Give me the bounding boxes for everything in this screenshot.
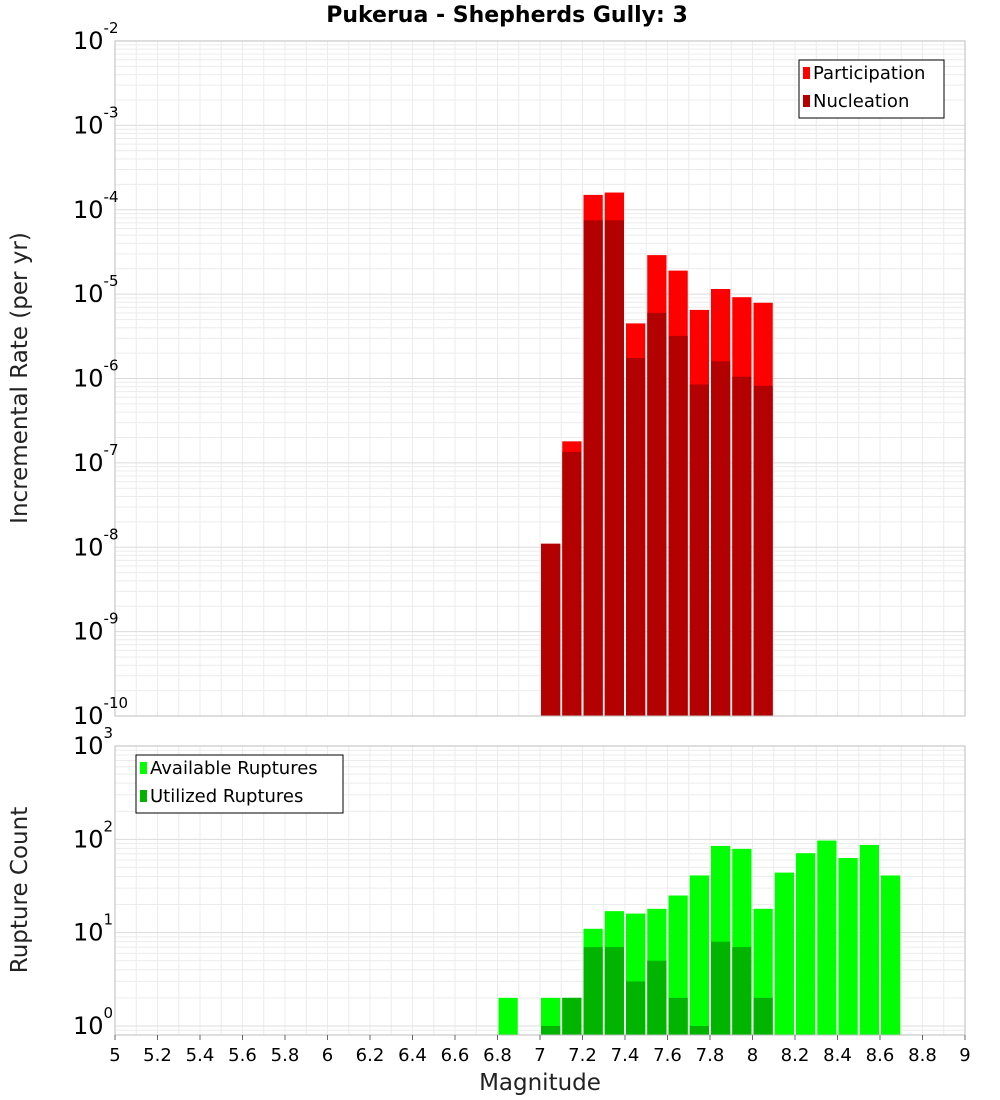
bar — [689, 384, 709, 716]
y-tick-label: 10-7 — [73, 441, 119, 477]
y-tick-label: 10-3 — [73, 103, 119, 139]
plot-border — [114, 40, 966, 717]
x-tick-label: 9 — [959, 1045, 970, 1066]
y-tick-label: 10-6 — [73, 357, 119, 393]
bar — [753, 385, 773, 716]
bar — [859, 844, 879, 1035]
legend-box — [135, 754, 344, 814]
bar — [647, 312, 667, 716]
x-tick-label: 8.6 — [866, 1045, 895, 1066]
legend: Available Ruptures Utilized Ruptures — [135, 754, 344, 814]
y-tick-labels: 100 101 102 103 — [73, 724, 113, 1040]
y-tick-label: 103 — [73, 724, 113, 760]
bar — [541, 997, 561, 1035]
x-tick-label: 8.2 — [781, 1045, 810, 1066]
x-tick-label: 8.4 — [823, 1045, 852, 1066]
x-tick-label: 7.8 — [696, 1045, 725, 1066]
x-tick-label: 8 — [747, 1045, 758, 1066]
bar — [774, 872, 794, 1035]
bar — [732, 947, 752, 1035]
count-panel: 100 101 102 103 Rupture Count Available Ruptu… — [7, 724, 966, 1040]
series-nucleation — [541, 220, 773, 717]
bar — [732, 376, 752, 716]
bar — [583, 220, 603, 717]
bar — [626, 357, 646, 716]
bar — [689, 1025, 709, 1035]
y-tick-label: 10-8 — [73, 525, 119, 561]
bar — [711, 361, 731, 716]
bar — [604, 220, 624, 717]
y-axis-label: Incremental Rate (per yr) — [7, 232, 33, 524]
x-tick-label: 5.6 — [228, 1045, 257, 1066]
y-tick-label: 10-9 — [73, 610, 119, 646]
legend-entry: Available Ruptures — [150, 758, 318, 779]
y-tick-labels: 10-10 10-9 10-8 10-7 10-6 10-5 10-4 10-3 10-2 — [73, 19, 128, 730]
y-tick-label: 10-4 — [73, 188, 119, 224]
y-tick-label: 10-2 — [73, 19, 119, 55]
y-axis-label: Rupture Count — [7, 807, 33, 973]
x-tick-label: 7 — [534, 1045, 545, 1066]
rate-panel: 10-10 10-9 10-8 10-7 10-6 10-5 10-4 10-3 10-2 Inc… — [7, 19, 966, 730]
bar — [668, 997, 688, 1035]
bar — [838, 858, 858, 1035]
x-tick-label: 5.2 — [143, 1045, 172, 1066]
series-utilized-ruptures — [541, 941, 773, 1035]
bar — [498, 997, 518, 1035]
x-tick-label: 6.8 — [483, 1045, 512, 1066]
x-tick-label: 7.2 — [568, 1045, 597, 1066]
x-tick-label: 8.8 — [908, 1045, 937, 1066]
chart-title: Pukerua - Shepherds Gully: 3 — [326, 3, 688, 28]
bar — [753, 997, 773, 1035]
x-tick-label: 7.6 — [653, 1045, 682, 1066]
bar — [647, 960, 667, 1035]
y-tick-label: 10-5 — [73, 272, 119, 308]
bar — [583, 947, 603, 1035]
bar — [541, 1025, 561, 1035]
x-axis-label: Magnitude — [479, 1070, 601, 1096]
bar — [668, 335, 688, 716]
x-tick-label: 6.6 — [441, 1045, 470, 1066]
x-tick-label: 6.4 — [398, 1045, 427, 1066]
y-tick-label: 100 — [73, 1004, 113, 1040]
legend-entry: Participation — [813, 63, 925, 84]
legend-swatch — [140, 762, 147, 774]
bar — [541, 543, 561, 716]
bar — [562, 451, 582, 716]
legend-entry: Nucleation — [813, 91, 909, 112]
legend: Participation Nucleation — [798, 59, 945, 119]
bar — [604, 947, 624, 1035]
bar — [562, 997, 582, 1035]
legend-swatch — [803, 67, 810, 79]
bar — [796, 853, 816, 1035]
grid — [114, 40, 966, 717]
x-tick-label: 5 — [109, 1045, 120, 1066]
x-tick-label: 7.4 — [611, 1045, 640, 1066]
y-tick-label: 10-10 — [73, 694, 128, 730]
x-tick-label: 5.8 — [271, 1045, 300, 1066]
legend-entry: Utilized Ruptures — [150, 786, 303, 807]
legend-swatch — [803, 95, 810, 107]
x-tick-label: 5.4 — [186, 1045, 215, 1066]
x-tick-label: 6 — [322, 1045, 333, 1066]
y-tick-label: 102 — [73, 817, 113, 853]
legend-box — [798, 59, 945, 119]
bar — [817, 840, 837, 1035]
x-axis: 5 5.2 5.4 5.6 5.8 6 6.2 6.4 6.6 6.8 7 7.2 7.4 7.6 7.8 8… — [109, 1035, 971, 1066]
y-tick-label: 101 — [73, 911, 113, 947]
bar — [689, 875, 709, 1035]
bar — [626, 981, 646, 1035]
x-tick-label: 6.2 — [356, 1045, 385, 1066]
bar — [881, 875, 901, 1035]
bar — [711, 941, 731, 1035]
legend-swatch — [140, 790, 147, 802]
